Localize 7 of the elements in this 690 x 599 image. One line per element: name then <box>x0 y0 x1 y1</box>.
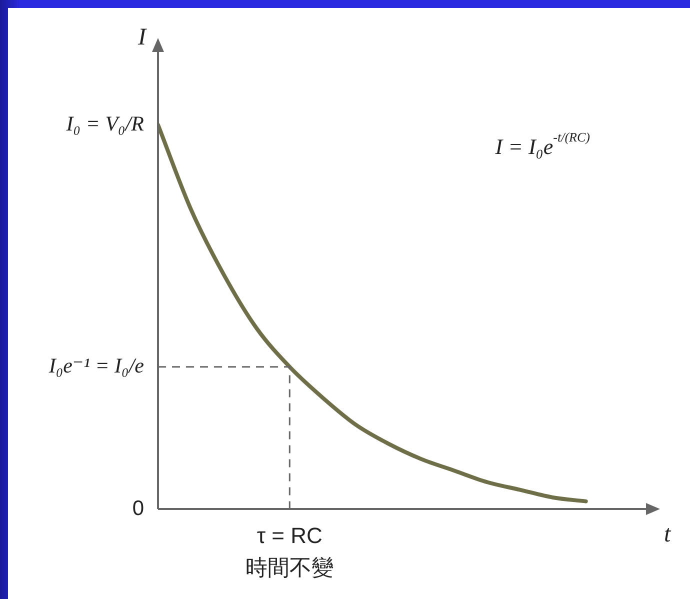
y-axis-title: I <box>137 24 148 50</box>
ref-line-label: I₀e⁻¹ = I₀/e <box>48 353 144 378</box>
text: 時間不變 <box>246 555 334 580</box>
text: τ = RC <box>256 523 323 548</box>
annotation: 0 <box>132 496 144 520</box>
annotation: I₀ = V₀/R <box>65 111 144 136</box>
x-axis-title: t <box>664 521 672 548</box>
